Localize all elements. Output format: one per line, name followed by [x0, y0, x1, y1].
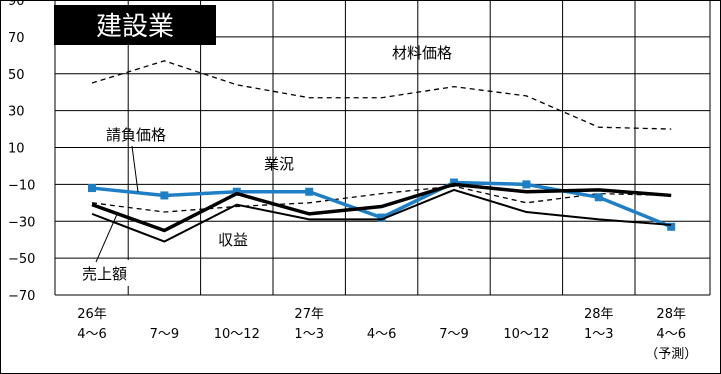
y-tick-label: 70: [8, 31, 25, 46]
x-category-year: 28年: [584, 307, 614, 322]
series-line-3: [91, 182, 672, 233]
leader-sales: [95, 211, 119, 263]
label-sales: 売上額: [82, 265, 127, 283]
x-category-year: 27年: [294, 307, 324, 322]
y-tick-label: 10: [8, 142, 25, 157]
series-line-0: [91, 60, 672, 130]
y-tick-label: −30: [8, 215, 35, 230]
x-category-label: 4〜6: [656, 327, 686, 342]
series-point: [667, 222, 676, 231]
y-tick-label: 50: [8, 68, 25, 83]
label-material-price: 材料価格: [392, 44, 452, 62]
series-group: [88, 60, 676, 243]
series-point: [232, 187, 241, 196]
label-sales-box: [75, 260, 141, 286]
label-profit: 収益: [218, 231, 248, 249]
x-category-note: （予測）: [645, 347, 697, 362]
x-axis-categories: 26年 4〜6 7〜9 10〜12 27年 1〜3 4〜6 7〜9 10〜12 28年 1〜3 28年…: [77, 307, 697, 362]
x-category-label: 4〜6: [77, 327, 107, 342]
grid: [54, 0, 711, 296]
y-tick-label: −10: [8, 178, 35, 193]
y-axis-ticks: 90 70 50 30 10 −10 −30 −50 −70: [8, 0, 35, 304]
series-point: [450, 178, 458, 187]
series-point: [160, 191, 169, 200]
series-line-4: [91, 188, 672, 243]
series-point: [594, 193, 603, 202]
x-category-label: 7〜9: [150, 327, 180, 342]
x-category-year: 28年: [656, 307, 686, 322]
x-category-year: 26年: [77, 307, 107, 322]
label-contract-price: 請負価格: [106, 126, 166, 144]
series-point: [88, 184, 96, 193]
leader-contract-price: [131, 145, 139, 193]
x-category-label: 10〜12: [503, 327, 549, 342]
y-tick-label: 90: [8, 0, 25, 9]
x-category-label: 1〜3: [294, 327, 324, 342]
series-point: [377, 213, 386, 222]
series-point: [522, 180, 531, 189]
series-line-1: [91, 185, 672, 213]
y-tick-label: 30: [8, 105, 25, 120]
series-point: [305, 187, 314, 196]
label-business-condition: 業況: [264, 155, 294, 173]
x-category-label: 4〜6: [367, 327, 397, 342]
chart-title: 建設業: [96, 12, 174, 42]
x-category-label: 10〜12: [214, 327, 260, 342]
x-category-label: 1〜3: [584, 327, 614, 342]
y-tick-label: −70: [8, 289, 35, 304]
chart-title-box: [54, 5, 216, 45]
y-tick-label: −50: [8, 252, 35, 267]
x-category-label: 7〜9: [439, 327, 469, 342]
